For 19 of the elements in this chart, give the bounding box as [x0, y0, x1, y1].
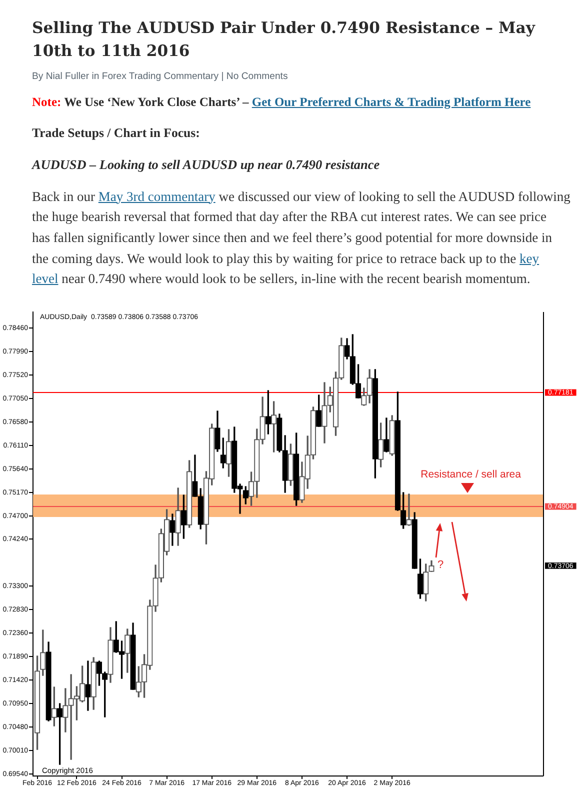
text: Get Our Preferred Charts & Trading Platform Here	[252, 95, 531, 109]
band-label: Resistance / sell area	[420, 468, 522, 480]
chart-subtitle: By Nial Fuller in Forex Trading Commentary | No Comments	[32, 70, 288, 84]
text: AUDUSD – Looking to sell AUDUSD up near 0.7490 resistance	[32, 156, 380, 174]
text: key	[520, 250, 540, 266]
text: the huge bearish reversal that formed that day after the RBA cut interest rates. We can see price	[32, 209, 546, 224]
text: level	[32, 271, 58, 286]
candlestick	[406, 494, 412, 526]
text: near 0.7490 where would look to be sellers, in-line with the recent bearish momentum.	[62, 271, 530, 286]
text: Back in our	[32, 188, 95, 204]
text: we discussed our view of looking to sell the AUDUSD following	[218, 188, 570, 204]
text: We Use ‘New York Close Charts’ –	[64, 95, 249, 109]
text: Trade Setups / Chart in Focus:	[32, 125, 200, 142]
text: May 3rd commentary	[98, 188, 216, 204]
text: has fallen significantly lower since then and we feel there’s good potential for more downside in	[32, 230, 552, 245]
text: ?	[437, 559, 444, 572]
text: Note:	[32, 95, 62, 109]
text: the coming days. We would look to play this by waiting for price to retrace back up to the	[32, 250, 516, 266]
chart-title: Selling The AUDUSD Pair Under 0.7490 Resistance – May 10th to 11th 2016	[32, 17, 536, 62]
